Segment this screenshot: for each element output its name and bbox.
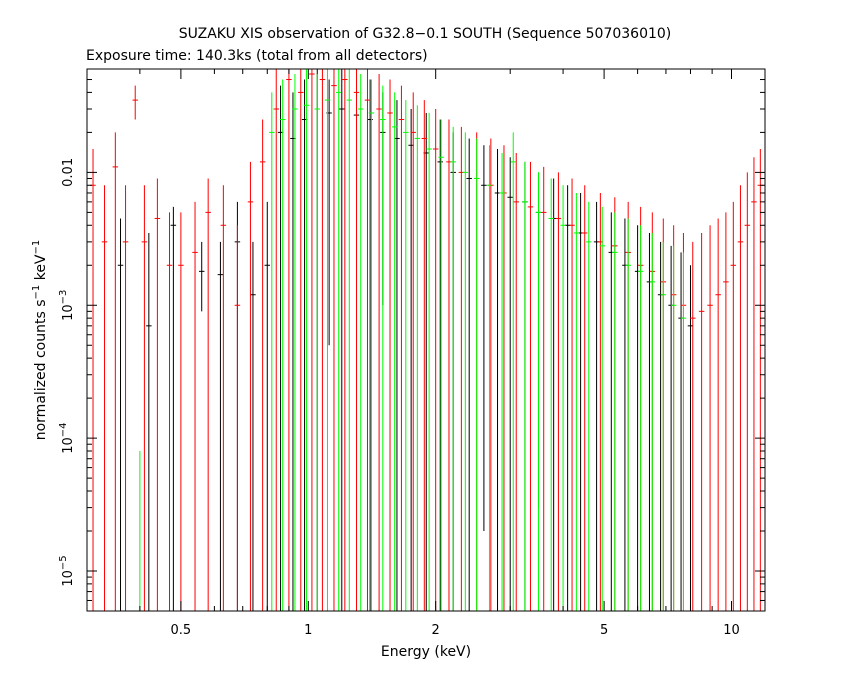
ticks-layer — [86, 68, 765, 611]
chart-title: SUZAKU XIS observation of G32.8−0.1 SOUT… — [179, 26, 672, 42]
y-axis-label-unit: keV — [33, 254, 49, 285]
y-axis-label-sup2: −1 — [31, 240, 42, 255]
series-2 — [137, 69, 687, 612]
x-tick-label: 0.5 — [171, 623, 192, 638]
x-tick-label: 10 — [723, 623, 740, 638]
y-axis-label: normalized counts s−1 keV−1 — [31, 240, 49, 441]
y-tick-label-base: 10 — [61, 304, 76, 321]
x-tick-label: 1 — [304, 623, 312, 638]
y-tick-label: 10−5 — [58, 555, 76, 586]
y-axis-label-sup1: −1 — [31, 285, 42, 300]
chart-subtitle: Exposure time: 140.3ks (total from all d… — [86, 48, 428, 64]
y-tick-label-exponent: −4 — [58, 422, 69, 437]
y-axis-label-main: normalized counts s — [33, 299, 49, 440]
plot-frame — [86, 68, 766, 612]
y-tick-label: 10−3 — [58, 290, 76, 321]
y-tick-label-exponent: −3 — [58, 290, 69, 305]
x-tick-label: 5 — [600, 623, 608, 638]
y-tick-label-base: 10 — [61, 437, 76, 454]
y-tick-label-base: 10 — [61, 570, 76, 587]
series-layer — [90, 69, 764, 612]
x-axis-label: Energy (keV) — [381, 644, 471, 660]
y-tick-label-base: 0.01 — [61, 158, 76, 187]
y-tick-label: 0.01 — [61, 158, 76, 187]
y-tick-label: 10−4 — [58, 422, 76, 453]
x-tick-label: 2 — [432, 623, 440, 638]
y-tick-label-exponent: −5 — [58, 555, 69, 570]
